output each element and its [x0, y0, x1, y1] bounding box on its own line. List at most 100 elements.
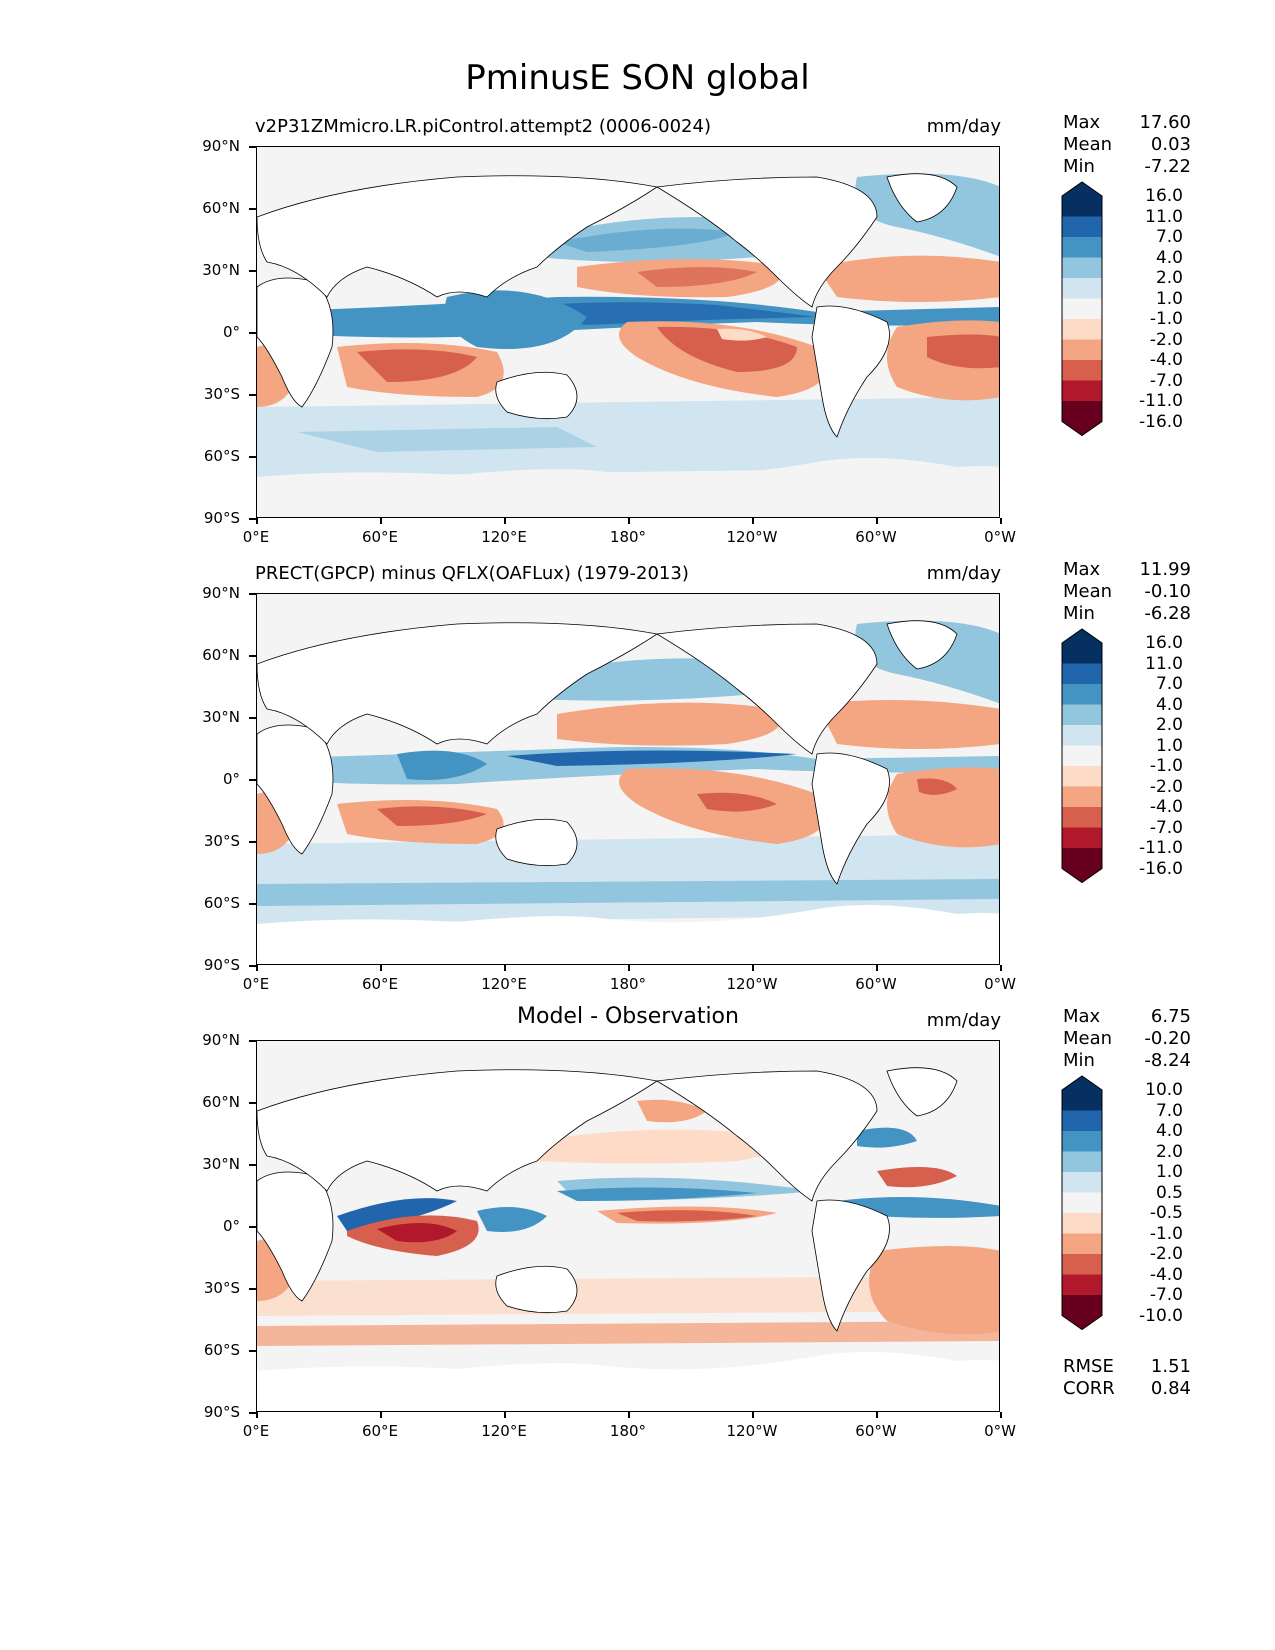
stat-max: Max 11.99	[1063, 559, 1191, 581]
lon-tick-label: 60°E	[361, 975, 399, 993]
lat-tick	[249, 1164, 256, 1166]
colorbar-segment	[1062, 339, 1102, 361]
colorbar-segment	[1062, 1295, 1102, 1316]
lon-tick-label: 120°W	[726, 528, 778, 546]
lon-tick	[628, 1412, 630, 1418]
panel-title: PRECT(GPCP) minus QFLX(OAFLux) (1979-201…	[255, 563, 689, 584]
colorbar-tick-label: 10.0	[1145, 1080, 1183, 1100]
stat-max-label: Max	[1063, 112, 1101, 133]
map-svg	[257, 594, 999, 964]
colorbar-segment	[1062, 684, 1102, 705]
colorbar-segment	[1062, 360, 1102, 381]
lon-tick	[1000, 1412, 1002, 1418]
stat-mean-value: 0.03	[1150, 134, 1191, 155]
colorbar-outline	[1061, 628, 1103, 884]
colorbar-tick-label: 4.0	[1155, 247, 1183, 268]
colorbar-tick-label: 7.0	[1155, 1100, 1183, 1121]
lon-tick	[256, 1412, 258, 1418]
lon-tick	[628, 965, 630, 971]
colorbar-segment	[1062, 298, 1102, 320]
panel-units: mm/day	[926, 563, 1001, 584]
stat-rmse-value: 1.51	[1150, 1355, 1191, 1377]
lon-tick-label: 180°	[609, 1422, 647, 1440]
stat-max-value: 11.99	[1139, 559, 1191, 580]
lat-tick-label: 60°S	[203, 447, 240, 465]
lat-tick-label: 30°N	[202, 261, 240, 279]
colorbar-segment	[1062, 319, 1102, 340]
colorbar-segment	[1062, 643, 1102, 664]
stat-max: Max 6.75	[1063, 1006, 1191, 1028]
panel-difference: Model - Observation mm/day	[0, 1004, 1275, 1470]
lat-tick	[249, 146, 256, 148]
lon-tick-label: 60°W	[855, 975, 897, 993]
map-area	[256, 593, 1000, 965]
lat-tick-label: 0°	[222, 323, 240, 341]
stat-rmse: RMSE 1.51	[1063, 1356, 1191, 1378]
colorbar-extend-min	[1062, 1315, 1102, 1330]
lat-tick-label: 90°S	[203, 509, 240, 527]
colorbar-extend-max	[1062, 1076, 1102, 1090]
colorbar-tick-label: -16.0	[1139, 411, 1183, 432]
lon-tick	[1000, 518, 1002, 524]
colorbar-segment	[1062, 1254, 1102, 1275]
lon-tick-label: 60°E	[361, 1422, 399, 1440]
panel-observation: PRECT(GPCP) minus QFLX(OAFLux) (1979-201…	[0, 563, 1275, 1023]
lon-tick-label: 0°W	[984, 975, 1016, 993]
colorbar-segment	[1062, 725, 1102, 746]
lat-tick-label: 60°N	[202, 1093, 240, 1111]
lat-tick-label: 60°N	[202, 199, 240, 217]
lon-tick-label: 120°E	[481, 975, 527, 993]
lat-tick-label: 30°S	[203, 385, 240, 403]
lat-tick	[249, 717, 256, 719]
lon-tick	[876, 518, 878, 524]
colorbar-tick-label: -0.5	[1149, 1203, 1183, 1223]
lat-tick-label: 90°N	[202, 584, 240, 602]
lon-tick-label: 0°E	[242, 1422, 270, 1440]
lon-tick-label: 120°E	[481, 528, 527, 546]
lat-tick	[249, 655, 256, 657]
colorbar-tick-label: 2.0	[1155, 715, 1183, 735]
panel-model: v2P31ZMmicro.LR.piControl.attempt2 (0006…	[0, 116, 1275, 576]
lat-tick-label: 90°S	[203, 1403, 240, 1421]
colorbar-segment	[1062, 663, 1102, 685]
colorbar-tick-label: -7.0	[1149, 370, 1183, 391]
colorbar-segment	[1062, 1090, 1102, 1111]
colorbar-outline	[1061, 181, 1103, 437]
lat-tick	[249, 779, 256, 781]
colorbar-segment	[1062, 278, 1102, 299]
lon-tick	[504, 1412, 506, 1418]
lon-tick	[504, 518, 506, 524]
stat-min: Min -8.24	[1063, 1050, 1191, 1072]
lon-tick	[752, 1412, 754, 1418]
summary-stats: Max 11.99 Mean -0.10 Min -6.28	[1063, 559, 1191, 625]
colorbar-tick-label: -2.0	[1149, 776, 1183, 797]
stat-mean-label: Mean	[1063, 1028, 1113, 1049]
colorbar-tick-label: -1.0	[1149, 756, 1183, 776]
lat-tick	[249, 394, 256, 396]
stat-max-label: Max	[1063, 559, 1101, 580]
colorbar-segment	[1062, 807, 1102, 828]
lat-tick	[249, 965, 256, 967]
colorbar-tick-label: -16.0	[1139, 858, 1183, 879]
stat-min-label: Min	[1063, 1050, 1095, 1071]
lon-tick-label: 0°E	[242, 975, 270, 993]
colorbar-tick-label: -2.0	[1149, 329, 1183, 350]
colorbar-segment	[1062, 1131, 1102, 1152]
stat-min-label: Min	[1063, 156, 1095, 177]
stat-corr-label: CORR	[1063, 1377, 1115, 1399]
panel-units: mm/day	[926, 116, 1001, 137]
lon-tick-label: 60°W	[855, 528, 897, 546]
colorbar-tick-label: -7.0	[1149, 817, 1183, 838]
colorbar-tick-label: -1.0	[1149, 309, 1183, 329]
lon-tick-label: 0°W	[984, 1422, 1016, 1440]
colorbar-outline	[1061, 1075, 1103, 1331]
stat-mean-value: -0.20	[1144, 1028, 1191, 1049]
colorbar-segment	[1062, 401, 1102, 422]
colorbar-extend-min	[1062, 868, 1102, 883]
lat-tick	[249, 593, 256, 595]
stat-min-value: -8.24	[1144, 1050, 1191, 1071]
colorbar-segment	[1062, 196, 1102, 217]
lat-tick	[249, 903, 256, 905]
colorbar-segment	[1062, 380, 1102, 402]
lat-tick-label: 30°S	[203, 832, 240, 850]
